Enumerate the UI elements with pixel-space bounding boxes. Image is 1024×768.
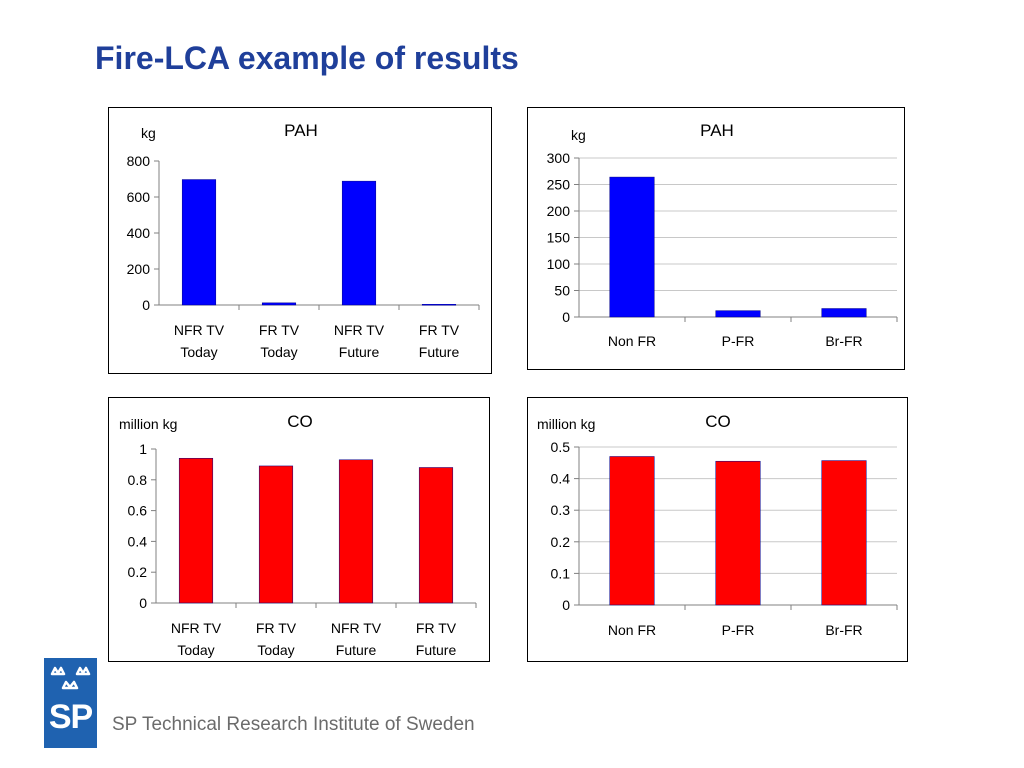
bar-2-3 bbox=[418, 467, 454, 604]
y-tick-label: 200 bbox=[127, 261, 151, 277]
y-tick-label: 0 bbox=[142, 297, 150, 313]
bar-0-2 bbox=[341, 180, 377, 306]
chart-pah-fr-type-svg: PAH kg 0 50 100 150 200 250 300 Non FR P-FR Br-FR bbox=[547, 121, 898, 349]
chart-title: PAH bbox=[284, 121, 318, 140]
bar-3-0 bbox=[609, 456, 655, 606]
x-category-label: P-FR bbox=[722, 333, 755, 349]
y-tick-label: 0 bbox=[562, 597, 570, 613]
bar-1-2 bbox=[821, 308, 867, 318]
y-tick-label: 0.1 bbox=[551, 565, 571, 581]
x-category-label: FR TV Future bbox=[419, 322, 460, 360]
y-tick-label: 0 bbox=[562, 309, 570, 325]
bar-2-2 bbox=[338, 459, 374, 604]
x-category-label: P-FR bbox=[722, 622, 755, 638]
y-tick-label: 150 bbox=[547, 230, 571, 246]
chart-title: PAH bbox=[700, 121, 734, 140]
slide-title: Fire-LCA example of results bbox=[95, 40, 519, 76]
bar-0-0 bbox=[181, 179, 217, 306]
crown-icon bbox=[50, 666, 91, 690]
bar-3-2 bbox=[821, 460, 867, 606]
logo-text: SP bbox=[48, 698, 93, 736]
org-name: SP Technical Research Institute of Swede… bbox=[112, 714, 475, 735]
x-category-label: FR TV Future bbox=[416, 620, 457, 658]
chart-co-fr-type-svg: CO million kg 0 0.1 0.2 0.3 0.4 0.5 Non FR P-FR Br… bbox=[537, 412, 898, 638]
y-tick-label: 250 bbox=[547, 177, 571, 193]
bar-2-1 bbox=[258, 465, 294, 604]
bar-3-1 bbox=[715, 460, 761, 606]
x-category-label: Br-FR bbox=[825, 333, 862, 349]
y-tick-label: 0.2 bbox=[551, 534, 571, 550]
sp-logo: SP bbox=[44, 658, 97, 748]
y-tick-label: 300 bbox=[547, 150, 571, 166]
y-tick-label: 1 bbox=[139, 441, 147, 457]
x-category-label: Br-FR bbox=[825, 622, 862, 638]
y-tick-label: 0.4 bbox=[128, 533, 148, 549]
y-axis-label: million kg bbox=[119, 416, 177, 432]
y-tick-label: 100 bbox=[547, 256, 571, 272]
bar-1-1 bbox=[715, 310, 761, 318]
y-axis-label: million kg bbox=[537, 416, 595, 432]
x-category-label: NFR TV Future bbox=[334, 322, 385, 360]
chart-pah-tv-svg: PAH kg 0 200 400 600 800 NFR TV Today FR TV Today N… bbox=[127, 121, 480, 360]
chart-co-tv-svg: CO million kg 0 0.2 0.4 0.6 0.8 1 NFR TV Today FR … bbox=[119, 412, 477, 658]
chart-co-tv: CO million kg 0 0.2 0.4 0.6 0.8 1 NFR TV Today FR … bbox=[108, 397, 490, 662]
chart-title: CO bbox=[705, 412, 731, 431]
x-category-label: NFR TV Today bbox=[174, 322, 225, 360]
y-tick-label: 0.6 bbox=[128, 503, 148, 519]
y-axis-label: kg bbox=[141, 125, 156, 141]
y-tick-label: 0.3 bbox=[551, 502, 571, 518]
x-category-label: FR TV Today bbox=[259, 322, 300, 360]
bar-1-0 bbox=[609, 176, 655, 318]
y-tick-label: 0.4 bbox=[551, 471, 571, 487]
x-category-label: NFR TV Today bbox=[171, 620, 222, 658]
x-category-label: Non FR bbox=[608, 622, 656, 638]
y-tick-label: 0 bbox=[139, 595, 147, 611]
y-tick-label: 0.2 bbox=[128, 564, 148, 580]
bar-0-1 bbox=[261, 302, 297, 306]
chart-pah-fr-type: PAH kg 0 50 100 150 200 250 300 Non FR P-FR Br-FR bbox=[527, 107, 905, 370]
chart-pah-tv: PAH kg 0 200 400 600 800 NFR TV Today FR TV Today N… bbox=[108, 107, 492, 374]
x-category-label: NFR TV Future bbox=[331, 620, 382, 658]
bar-0-3 bbox=[421, 304, 457, 306]
y-tick-label: 0.5 bbox=[551, 439, 571, 455]
y-tick-label: 600 bbox=[127, 189, 151, 205]
bar-2-0 bbox=[178, 457, 214, 604]
y-axis-label: kg bbox=[571, 127, 586, 143]
chart-title: CO bbox=[287, 412, 313, 431]
y-tick-label: 400 bbox=[127, 225, 151, 241]
x-category-label: Non FR bbox=[608, 333, 656, 349]
y-tick-label: 50 bbox=[554, 283, 570, 299]
x-category-label: FR TV Today bbox=[256, 620, 297, 658]
chart-co-fr-type: CO million kg 0 0.1 0.2 0.3 0.4 0.5 Non FR P-FR Br… bbox=[527, 397, 908, 662]
y-tick-label: 800 bbox=[127, 153, 151, 169]
y-tick-label: 200 bbox=[547, 203, 571, 219]
y-tick-label: 0.8 bbox=[128, 472, 148, 488]
